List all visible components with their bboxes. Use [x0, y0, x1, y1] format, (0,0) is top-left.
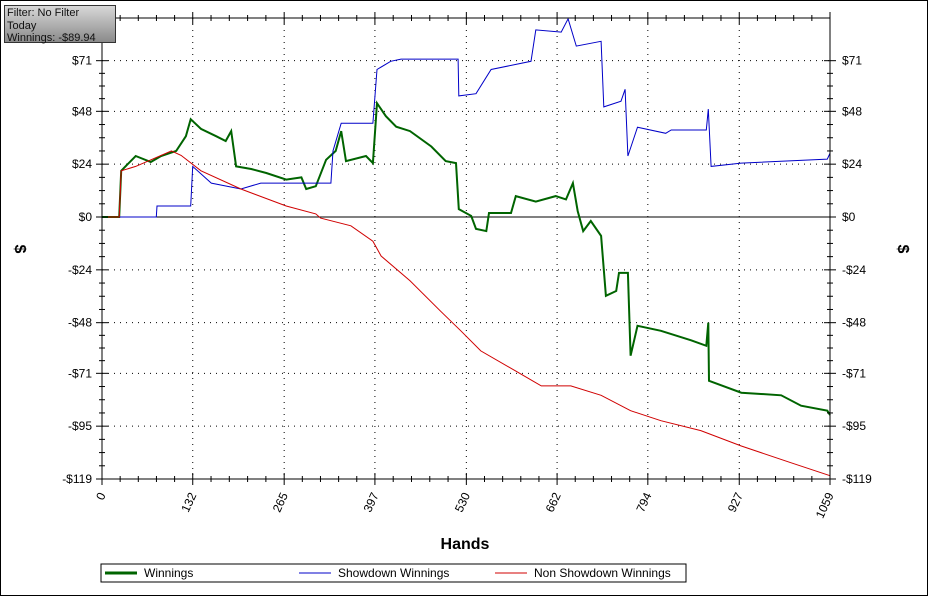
- y-tick-label-left: -$71: [68, 366, 92, 380]
- y-tick-label-left: $0: [79, 210, 93, 224]
- axis-ticks: $71 $71 $48 $48 $24 $24 $0 $0 -$24 -$24 -$48 -$48 -$…: [62, 12, 872, 520]
- y-axis-label-left: $: [11, 245, 28, 254]
- y-tick-label-right: $48: [842, 104, 862, 118]
- y-tick-label-right: $0: [842, 210, 856, 224]
- x-tick-label: 662: [543, 490, 564, 514]
- x-axis-label: Hands: [441, 536, 490, 553]
- x-tick-label: 530: [452, 490, 473, 514]
- y-tick-label-left: -$95: [68, 419, 92, 433]
- y-tick-label-right: $24: [842, 157, 862, 171]
- winnings-summary: Winnings: -$89.94: [7, 32, 96, 44]
- y-tick-label-right: -$48: [842, 316, 866, 330]
- x-tick-label: 0: [93, 490, 109, 502]
- filter-label: Filter: No Filter: [7, 7, 80, 19]
- period-label: Today: [7, 19, 37, 32]
- y-tick-label-left: -$24: [68, 263, 92, 277]
- y-tick-label-left: -$119: [62, 472, 92, 486]
- plot-frame: [101, 17, 831, 480]
- legend-label-winnings: Winnings: [144, 566, 193, 580]
- legend-label-showdown: Showdown Winnings: [338, 566, 449, 580]
- legend-label-non-showdown: Non Showdown Winnings: [534, 566, 671, 580]
- y-tick-label-left: -$48: [68, 316, 92, 330]
- y-tick-label-right: -$24: [842, 263, 866, 277]
- y-tick-label-right: -$95: [842, 419, 866, 433]
- x-tick-label: 397: [360, 490, 381, 514]
- y-axis-label-right: $: [894, 245, 911, 254]
- y-tick-label-right: -$119: [842, 472, 872, 486]
- y-tick-label-left: $24: [72, 157, 92, 171]
- y-tick-label-right: -$71: [842, 366, 866, 380]
- y-tick-label-left: $48: [72, 104, 92, 118]
- series-lines: [102, 17, 831, 477]
- legend: Winnings Showdown Winnings Non Showdown …: [100, 563, 687, 583]
- x-tick-label: 265: [270, 490, 291, 514]
- x-tick-label: 927: [725, 490, 746, 514]
- x-tick-label: 1059: [813, 490, 837, 520]
- series-line-non-showdown-winnings: [102, 150, 831, 477]
- y-tick-label-right: $71: [842, 54, 862, 68]
- x-tick-label: 794: [633, 490, 654, 514]
- grid: [102, 18, 830, 479]
- x-tick-label: 132: [178, 490, 199, 514]
- series-line-showdown-winnings: [102, 17, 831, 218]
- y-tick-label-left: $71: [72, 54, 92, 68]
- series-line-winnings: [102, 100, 831, 416]
- filter-info-box: Filter: No Filter Today Winnings: -$89.9…: [4, 5, 116, 44]
